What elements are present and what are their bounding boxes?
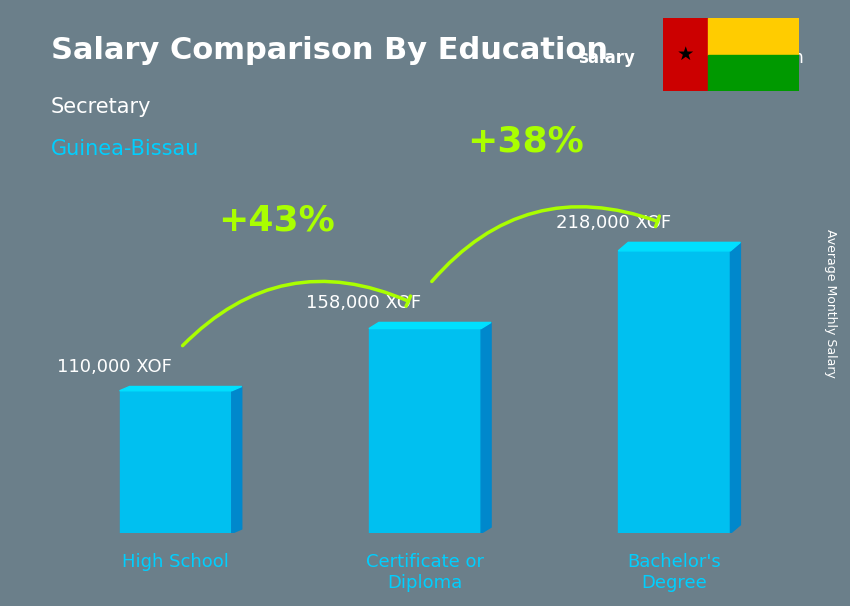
- Polygon shape: [369, 322, 491, 328]
- Bar: [369, 328, 481, 533]
- Text: High School: High School: [122, 553, 230, 571]
- Bar: [708, 18, 799, 55]
- Text: +43%: +43%: [218, 204, 335, 238]
- Text: 110,000 XOF: 110,000 XOF: [57, 358, 172, 376]
- Text: 218,000 XOF: 218,000 XOF: [556, 214, 671, 232]
- Polygon shape: [730, 242, 740, 533]
- Text: Secretary: Secretary: [51, 97, 151, 117]
- Text: salary: salary: [578, 49, 635, 67]
- Bar: [618, 251, 730, 533]
- Text: Bachelor's
Degree: Bachelor's Degree: [627, 553, 721, 591]
- Text: Average Monthly Salary: Average Monthly Salary: [824, 228, 837, 378]
- Text: Salary Comparison By Education: Salary Comparison By Education: [51, 36, 608, 65]
- Text: ★: ★: [677, 45, 694, 64]
- Polygon shape: [232, 387, 241, 533]
- Polygon shape: [481, 322, 491, 533]
- Polygon shape: [618, 242, 740, 251]
- Bar: [120, 391, 232, 533]
- Bar: [708, 55, 799, 91]
- Text: explorer: explorer: [678, 49, 757, 67]
- Bar: [663, 18, 708, 91]
- Polygon shape: [120, 387, 241, 391]
- Text: 158,000 XOF: 158,000 XOF: [306, 294, 422, 312]
- Text: .com: .com: [763, 49, 804, 67]
- Text: Guinea-Bissau: Guinea-Bissau: [51, 139, 200, 159]
- Text: Certificate or
Diploma: Certificate or Diploma: [366, 553, 484, 591]
- Text: +38%: +38%: [468, 124, 584, 158]
